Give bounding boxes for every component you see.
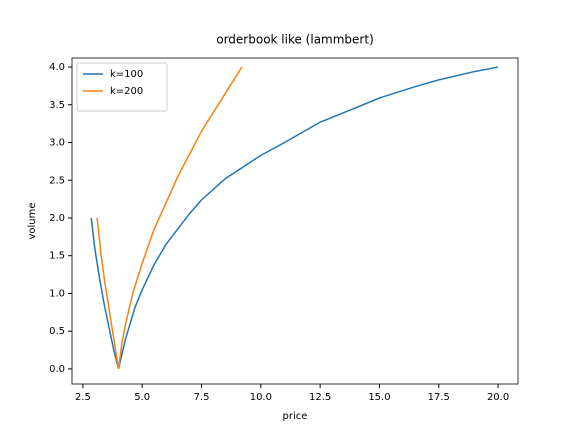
y-tick-label: 1.0 — [49, 288, 65, 299]
x-tick-label: 7.5 — [194, 392, 210, 403]
y-axis-label: volume — [27, 202, 38, 239]
legend-label: k=200 — [110, 86, 143, 97]
y-tick-label: 4.0 — [49, 62, 65, 73]
x-tick-label: 2.5 — [75, 392, 91, 403]
x-tick-label: 5.0 — [134, 392, 150, 403]
x-tick-label: 15.0 — [368, 392, 390, 403]
line — [96, 66, 243, 370]
x-tick-label: 17.5 — [428, 392, 450, 403]
line — [90, 66, 499, 370]
x-axis-label: price — [283, 411, 308, 422]
legend-label: k=100 — [110, 69, 143, 80]
x-tick-label: 12.5 — [309, 392, 331, 403]
x-tick-label: 10.0 — [250, 392, 272, 403]
y-tick-label: 2.5 — [49, 175, 65, 186]
chart-title: orderbook like (lammbert) — [216, 33, 374, 47]
y-tick-label: 2.0 — [49, 213, 65, 224]
plot-frame — [71, 57, 519, 385]
y-tick-label: 0.0 — [49, 364, 65, 375]
y-tick-label: 0.5 — [49, 326, 65, 337]
legend-box — [76, 62, 168, 112]
x-tick-label: 20.0 — [487, 392, 509, 403]
y-tick-label: 3.5 — [49, 100, 65, 111]
y-tick-label: 1.5 — [49, 251, 65, 262]
y-tick-label: 3.0 — [49, 138, 65, 149]
